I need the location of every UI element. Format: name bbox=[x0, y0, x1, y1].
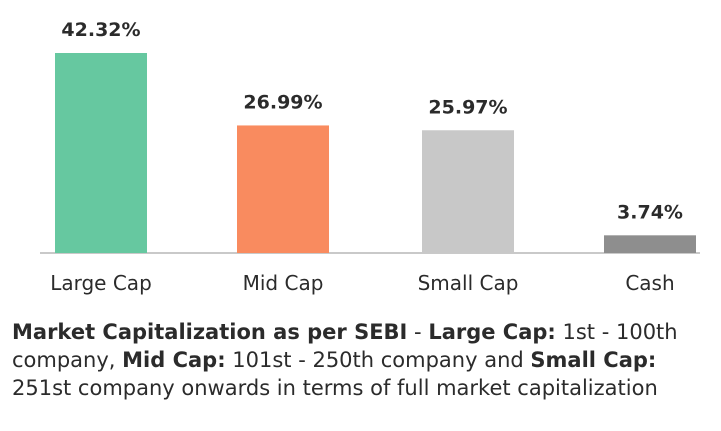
bar-small-cap bbox=[422, 130, 514, 253]
footnote: Market Capitalization as per SEBI - Larg… bbox=[12, 318, 712, 402]
category-label-mid-cap: Mid Cap bbox=[243, 271, 324, 295]
category-label-cash: Cash bbox=[625, 271, 674, 295]
bar-mid-cap bbox=[237, 125, 329, 253]
bar-large-cap bbox=[55, 53, 147, 253]
bar-cash bbox=[604, 235, 696, 253]
category-labels-group: Large Cap Mid Cap Small Cap Cash bbox=[50, 271, 674, 295]
category-label-small-cap: Small Cap bbox=[418, 271, 519, 295]
data-labels-group: 42.32% 26.99% 25.97% 3.74% bbox=[61, 19, 683, 223]
data-label-small-cap: 25.97% bbox=[428, 96, 507, 118]
data-label-large-cap: 42.32% bbox=[61, 19, 140, 41]
bars-group bbox=[55, 53, 696, 253]
footnote-text-1: - bbox=[407, 320, 429, 344]
footnote-text-4: 251st company onwards in terms of full m… bbox=[12, 376, 658, 400]
data-label-cash: 3.74% bbox=[617, 201, 683, 223]
footnote-bold-mid-cap: Mid Cap: bbox=[122, 348, 226, 372]
footnote-bold-large-cap: Large Cap: bbox=[428, 320, 556, 344]
category-label-large-cap: Large Cap bbox=[50, 271, 152, 295]
footnote-bold-small-cap: Small Cap: bbox=[530, 348, 657, 372]
bar-chart: 42.32% 26.99% 25.97% 3.74% Large Cap Mid Cap… bbox=[40, 19, 700, 295]
footnote-text-2: 1st - 100th company, bbox=[12, 320, 678, 372]
footnote-text-3: 101st - 250th company and bbox=[225, 348, 531, 372]
footnote-bold-sebi: Market Capitalization as per SEBI bbox=[12, 320, 408, 344]
data-label-mid-cap: 26.99% bbox=[243, 91, 322, 113]
